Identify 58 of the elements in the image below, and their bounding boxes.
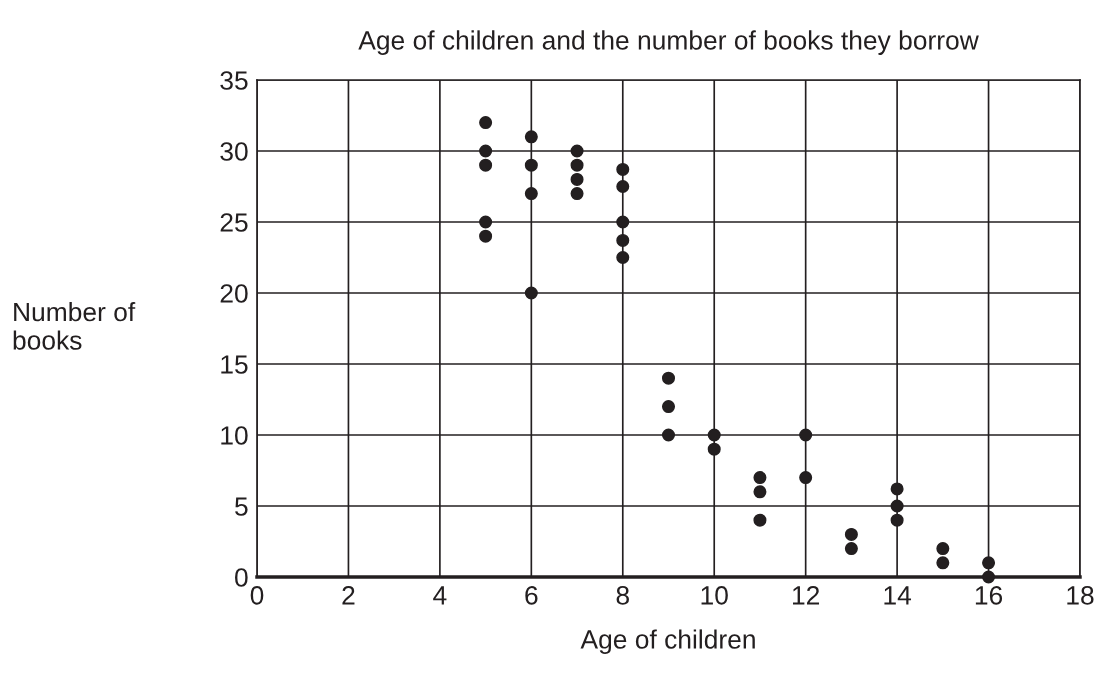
point bbox=[524, 158, 538, 172]
y-tick-label: 25 bbox=[220, 213, 248, 232]
x-tick-label: 10 bbox=[701, 586, 728, 605]
point bbox=[479, 215, 493, 229]
point bbox=[661, 400, 676, 414]
point bbox=[524, 130, 538, 144]
point bbox=[890, 482, 904, 496]
point bbox=[890, 513, 904, 527]
x-tick-label: 12 bbox=[793, 586, 820, 605]
point bbox=[479, 116, 493, 130]
point bbox=[753, 471, 767, 485]
x-tick-label: 8 bbox=[616, 586, 629, 605]
x-tick-label: 18 bbox=[1067, 586, 1094, 605]
point bbox=[844, 542, 858, 556]
y-tick-label: 35 bbox=[220, 71, 248, 90]
y-tick-label: 10 bbox=[221, 426, 248, 445]
point bbox=[570, 144, 584, 158]
y-tick-label: 20 bbox=[220, 284, 248, 303]
point bbox=[936, 556, 950, 570]
point bbox=[799, 471, 813, 485]
x-tick-label: 16 bbox=[975, 586, 1003, 605]
y-tick-label: 15 bbox=[221, 355, 248, 374]
point bbox=[616, 162, 630, 176]
x-axis-title: Age of children bbox=[580, 629, 755, 654]
point bbox=[982, 556, 996, 570]
point bbox=[616, 233, 630, 247]
y-axis-title: Number of books bbox=[13, 301, 136, 350]
point bbox=[661, 371, 676, 385]
point bbox=[844, 527, 858, 541]
point bbox=[982, 570, 996, 584]
point bbox=[570, 187, 584, 201]
point bbox=[799, 428, 813, 442]
y-tick-label: 30 bbox=[220, 142, 248, 161]
point bbox=[753, 485, 767, 499]
x-tick-label: 4 bbox=[433, 586, 447, 605]
point bbox=[890, 499, 904, 513]
point bbox=[707, 428, 721, 442]
point bbox=[936, 542, 950, 556]
x-tick-label: 0 bbox=[250, 586, 264, 605]
point bbox=[616, 215, 630, 229]
x-tick-label: 14 bbox=[884, 586, 912, 605]
point bbox=[479, 144, 493, 158]
point bbox=[479, 158, 493, 172]
point bbox=[479, 229, 493, 243]
x-tick-label: 2 bbox=[342, 586, 355, 605]
point bbox=[524, 187, 538, 201]
y-tick-label: 0 bbox=[235, 568, 248, 587]
point bbox=[707, 442, 721, 456]
y-tick-label: 5 bbox=[235, 497, 248, 516]
point bbox=[753, 513, 767, 527]
point bbox=[524, 286, 538, 300]
x-tick-label: 6 bbox=[525, 586, 538, 605]
point bbox=[570, 172, 584, 186]
point bbox=[661, 428, 676, 442]
point bbox=[570, 158, 584, 172]
point bbox=[616, 250, 630, 265]
chart-title: Age of children and the number of books they borrow bbox=[358, 30, 979, 55]
point bbox=[616, 179, 630, 194]
